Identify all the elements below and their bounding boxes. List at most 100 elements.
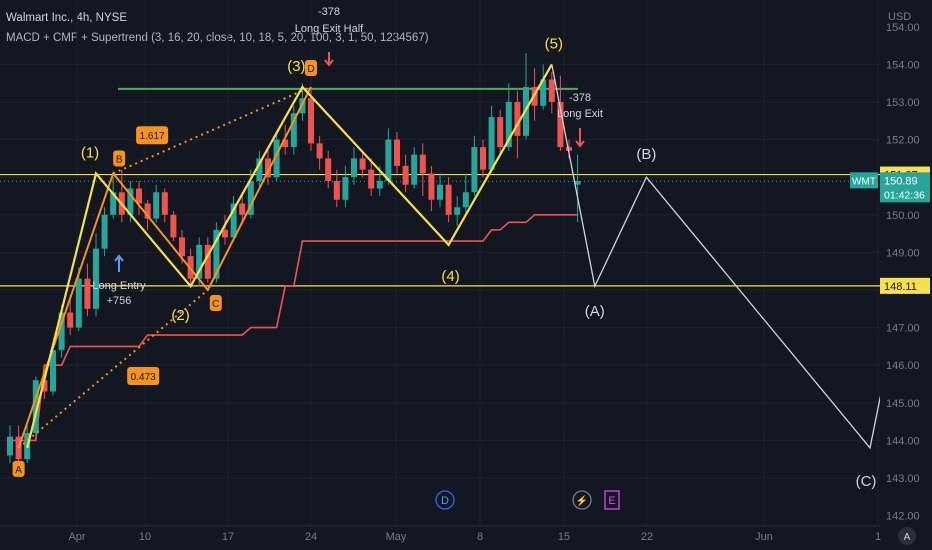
indicator-title: MACD + CMF + Supertrend (3, 16, 20, clos… bbox=[6, 32, 429, 44]
fib-ratio-box bbox=[136, 126, 169, 145]
time-tick-label: 8 bbox=[477, 531, 483, 543]
time-tick-label: May bbox=[386, 531, 407, 543]
harmonic-point-box bbox=[305, 59, 317, 76]
time-tick-label: Apr bbox=[68, 531, 85, 543]
fib-ratio-label: 1.617 bbox=[140, 131, 165, 142]
candle-body bbox=[462, 192, 469, 208]
candle-body bbox=[41, 380, 48, 392]
candle-body bbox=[514, 102, 521, 136]
price-tick-label: 154.00 bbox=[886, 59, 920, 71]
candle-body bbox=[170, 214, 177, 238]
exit-half-value: -378 bbox=[318, 6, 340, 18]
exit-half-label: Long Exit Half bbox=[295, 23, 364, 35]
candle-body bbox=[32, 380, 39, 433]
last-price-tag bbox=[880, 172, 930, 203]
level-price-tag-label: 148.11 bbox=[884, 281, 917, 293]
elliott-wave-label: (2) bbox=[171, 307, 189, 324]
entry-value: +756 bbox=[107, 295, 132, 307]
candles-group bbox=[7, 53, 581, 467]
price-tick-label: 143.00 bbox=[886, 473, 920, 485]
candle-body bbox=[7, 436, 13, 456]
fib-ratio-label: 0.473 bbox=[131, 372, 156, 383]
candle-body bbox=[428, 173, 435, 200]
time-tick-label: 17 bbox=[222, 531, 234, 543]
candle-body bbox=[127, 188, 134, 215]
harmonic-point-label: D bbox=[307, 64, 314, 75]
candle-body bbox=[136, 188, 142, 204]
projection-wave-label: (A) bbox=[585, 303, 605, 320]
event-marker-dividend bbox=[435, 490, 455, 510]
time-tick-label: 10 bbox=[139, 531, 151, 543]
level-price-tag bbox=[880, 277, 930, 294]
projection-wave-label: (B) bbox=[636, 146, 656, 163]
candle-body bbox=[574, 180, 581, 185]
elliott-wave-line bbox=[26, 63, 553, 449]
candle-body bbox=[445, 184, 452, 215]
entry-arrow bbox=[114, 254, 124, 272]
price-tick-label: 154.00 bbox=[886, 22, 920, 34]
candle-body bbox=[557, 102, 564, 148]
auto-scale-label: A bbox=[904, 532, 911, 543]
time-tick-label: 15 bbox=[558, 531, 570, 543]
exit-arrow bbox=[575, 128, 585, 148]
candle-body bbox=[161, 192, 168, 215]
candle-body bbox=[333, 180, 340, 200]
ticker-label: WMT bbox=[852, 176, 876, 187]
exit-half-arrow bbox=[324, 52, 334, 67]
candle-body bbox=[256, 158, 263, 181]
candle-body bbox=[368, 169, 375, 189]
candle-body bbox=[222, 229, 228, 238]
time-tick-label: Jun bbox=[755, 531, 773, 543]
candle-body bbox=[110, 192, 117, 215]
candle-body bbox=[540, 79, 547, 106]
candle-body bbox=[480, 147, 486, 170]
price-tick-label: 146.00 bbox=[886, 360, 920, 372]
harmonic-point-box bbox=[12, 460, 25, 477]
candle-body bbox=[566, 147, 572, 151]
candle-body bbox=[247, 180, 254, 215]
elliott-wave-label: (3) bbox=[287, 58, 305, 75]
price-tick-label: 142.00 bbox=[886, 511, 920, 523]
candle-body bbox=[273, 139, 280, 178]
auto-scale-button[interactable] bbox=[898, 527, 916, 545]
flash-icon: ⚡ bbox=[576, 494, 588, 507]
harmonic-point-label: A bbox=[15, 465, 22, 476]
price-tick-label: 145.00 bbox=[886, 398, 920, 410]
time-tick-label: 1 bbox=[875, 531, 881, 543]
ticker-tag bbox=[850, 172, 878, 189]
candle-body bbox=[488, 117, 495, 170]
event-marker-earnings bbox=[604, 490, 620, 510]
candle-body bbox=[204, 244, 211, 279]
candle-body bbox=[316, 143, 323, 159]
price-tick-label: 152.00 bbox=[886, 135, 920, 147]
candle-body bbox=[351, 158, 357, 178]
projection-wave-label: (C) bbox=[856, 473, 877, 490]
symbol-title: Walmart Inc., 4h, NYSE bbox=[6, 12, 127, 24]
candle-body bbox=[376, 180, 383, 189]
candle-body bbox=[50, 350, 56, 392]
candle-body bbox=[411, 154, 418, 185]
candle-body bbox=[75, 278, 82, 328]
candle-body bbox=[497, 117, 504, 148]
candle-body bbox=[437, 184, 443, 200]
exit-label: Long Exit bbox=[557, 108, 603, 120]
time-axis-bg bbox=[0, 526, 932, 550]
candle-body bbox=[179, 237, 185, 257]
projection-path bbox=[551, 64, 932, 450]
fib-ratio-box bbox=[127, 366, 160, 385]
harmonic-pattern bbox=[17, 86, 312, 449]
candle-body bbox=[67, 312, 74, 328]
candle-body bbox=[471, 147, 478, 193]
candle-body bbox=[213, 229, 220, 279]
candle-body bbox=[454, 207, 461, 215]
time-tick-label: 24 bbox=[305, 531, 317, 543]
price-tick-label: 153.00 bbox=[886, 97, 920, 109]
candle-body bbox=[282, 139, 289, 148]
harmonic-point-label: C bbox=[212, 299, 219, 310]
harmonic-point-box bbox=[209, 295, 222, 311]
candle-body bbox=[394, 139, 400, 166]
candle-body bbox=[93, 248, 99, 309]
price-tick-label: 147.00 bbox=[886, 323, 920, 335]
candle-body bbox=[265, 158, 271, 178]
